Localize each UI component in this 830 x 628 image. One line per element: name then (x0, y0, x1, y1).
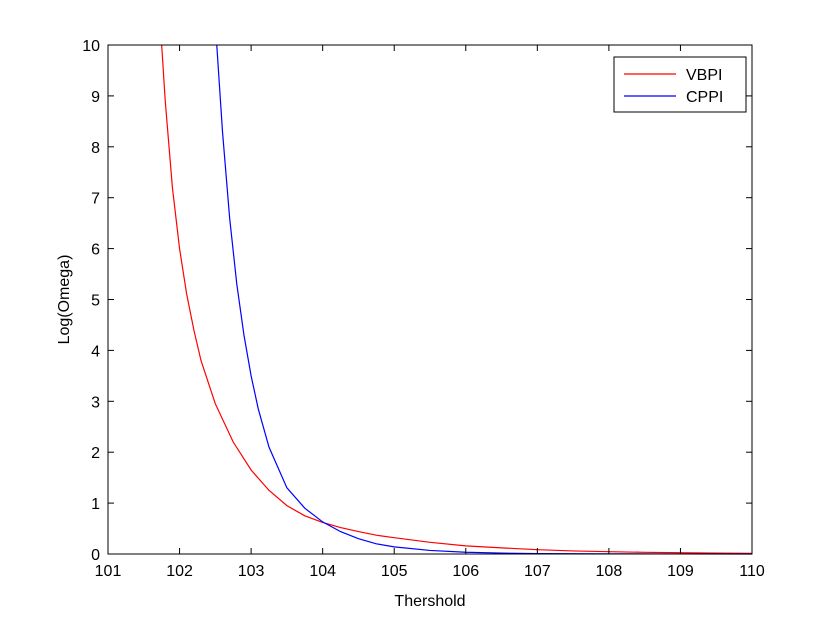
x-tick-label: 108 (596, 563, 623, 580)
x-tick-label: 102 (166, 563, 193, 580)
x-tick-label: 110 (739, 563, 765, 580)
legend-label-cppi: CPPI (686, 89, 723, 106)
legend-box (613, 56, 747, 113)
y-tick-label: 9 (91, 89, 100, 106)
x-tick-label: 106 (452, 563, 479, 580)
legend-label-vbpi: VBPI (686, 67, 722, 84)
x-tick-label: 103 (238, 563, 265, 580)
y-tick-label: 4 (91, 343, 100, 360)
y-tick-label: 2 (91, 445, 100, 462)
y-axis-label: Log(Omega) (56, 255, 73, 345)
axes-layer: 101 102 103 104 105 106 107 108 109 110 0 1 2 3 4 5 6 7 8 9… (82, 38, 765, 580)
y-tick-label: 6 (91, 242, 100, 259)
x-tick-label: 109 (667, 563, 694, 580)
y-tick-label: 8 (91, 140, 100, 157)
x-tick-label: 101 (95, 563, 122, 580)
x-tick-label: 107 (524, 563, 551, 580)
y-tick-label: 0 (91, 547, 100, 564)
x-tick-label: 105 (381, 563, 408, 580)
legend: VBPI CPPI (613, 56, 747, 113)
x-tick-label: 104 (309, 563, 336, 580)
y-tick-label: 1 (91, 496, 100, 513)
x-axis-label: Thershold (394, 593, 465, 610)
y-tick-label: 10 (82, 38, 100, 55)
series-line-vbpi (161, 44, 753, 554)
y-tick-label: 5 (91, 293, 100, 310)
y-tick-label: 7 (91, 191, 100, 208)
y-tick-label: 3 (91, 394, 100, 411)
